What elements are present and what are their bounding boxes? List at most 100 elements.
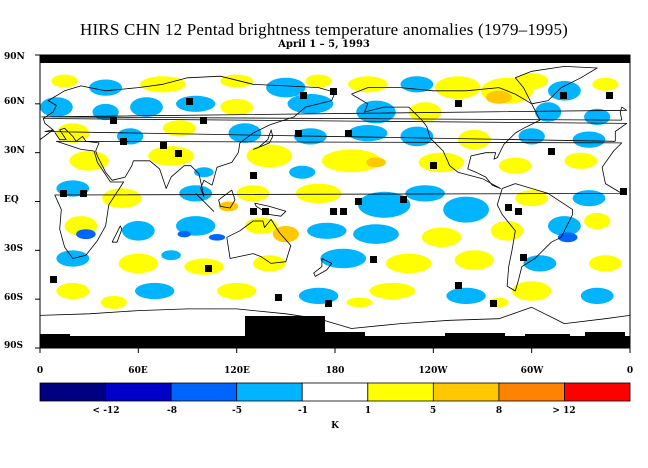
anomaly-region xyxy=(148,146,195,166)
map-subtitle: April 1 – 5, 1993 xyxy=(278,39,370,50)
colorbar-swatch xyxy=(498,382,565,402)
lon-label-180: 180 xyxy=(325,366,345,376)
missing-data-cell xyxy=(325,300,332,307)
coastline xyxy=(54,140,623,259)
missing-data-cell xyxy=(300,92,307,99)
coastline xyxy=(514,66,598,105)
anomaly-region xyxy=(56,282,90,300)
anomaly-region xyxy=(176,216,216,236)
anomaly-region xyxy=(177,230,191,238)
anomaly-region xyxy=(40,97,73,117)
anomaly-region xyxy=(548,216,581,236)
missing-data-cell xyxy=(515,208,522,215)
anomaly-region xyxy=(208,234,226,241)
anomaly-region xyxy=(518,128,545,145)
colorbar-label-m5: -5 xyxy=(232,406,242,416)
missing-data-cell xyxy=(620,188,627,195)
missing-data-cell xyxy=(606,92,613,99)
missing-data-cell xyxy=(505,204,512,211)
lon-label-120w: 120W xyxy=(418,366,448,376)
colorbar-swatch xyxy=(301,382,369,402)
missing-data-block xyxy=(325,332,365,341)
lon-label-0-east: 0 xyxy=(626,366,634,376)
missing-data-cell xyxy=(250,172,257,179)
missing-data-block xyxy=(155,336,195,345)
missing-data-block xyxy=(585,332,625,342)
lat-label-eq: EQ xyxy=(4,195,19,205)
missing-data-cell xyxy=(330,208,337,215)
anomaly-region xyxy=(287,94,334,114)
map-title: HIRS CHN 12 Pentad brightness temperatur… xyxy=(79,20,569,39)
anomaly-region xyxy=(454,250,494,270)
colorbar-swatch xyxy=(105,382,172,402)
anomaly-region xyxy=(435,76,481,99)
anomaly-region xyxy=(307,222,347,239)
missing-band-north xyxy=(40,55,630,63)
anomaly-region xyxy=(592,77,619,91)
anomaly-region xyxy=(305,74,332,88)
anomaly-region xyxy=(421,227,462,248)
lat-label-30s: 30S xyxy=(4,244,24,254)
anomaly-region xyxy=(356,100,396,124)
anomaly-region xyxy=(523,255,557,272)
anomaly-region xyxy=(405,185,445,202)
anomaly-region xyxy=(220,99,254,116)
missing-data-cell xyxy=(430,162,437,169)
missing-data-cell xyxy=(330,88,337,95)
lat-label-90n: 90N xyxy=(4,52,25,62)
missing-data-block xyxy=(40,334,70,342)
anomaly-region xyxy=(385,253,432,274)
anomaly-region xyxy=(443,196,489,223)
coastline xyxy=(313,258,333,277)
missing-data-cell xyxy=(262,208,269,215)
colorbar-swatch xyxy=(236,382,303,402)
missing-data-cell xyxy=(200,117,207,124)
missing-data-block xyxy=(245,316,325,344)
coastline xyxy=(351,87,541,189)
anomaly-region xyxy=(353,224,399,244)
colorbar-swatch xyxy=(564,382,631,402)
missing-data-cell xyxy=(370,256,377,263)
anomaly-region xyxy=(118,253,158,274)
missing-data-cell xyxy=(400,196,407,203)
anomaly-region xyxy=(408,102,442,122)
colorbar-label-m8: -8 xyxy=(167,406,177,416)
anomaly-region xyxy=(515,72,549,90)
missing-data-layer xyxy=(40,55,630,348)
colorbar-swatch xyxy=(432,382,500,402)
lon-label-0: 0 xyxy=(36,366,44,376)
missing-data-cell xyxy=(355,198,362,205)
coastlines xyxy=(40,66,630,329)
anomaly-region xyxy=(572,131,606,148)
missing-data-block xyxy=(355,337,375,342)
missing-data-cell xyxy=(80,190,87,197)
missing-data-cell xyxy=(186,98,193,105)
anomaly-region xyxy=(220,74,254,88)
missing-data-cell xyxy=(340,208,347,215)
colorbar-label-gt-12: > 12 xyxy=(552,406,576,416)
anomaly-region xyxy=(135,282,175,300)
lat-label-90s: 90S xyxy=(4,341,24,351)
colorbar-label-lt-12: < -12 xyxy=(92,406,120,416)
anomaly-region xyxy=(589,255,622,272)
anomaly-region xyxy=(580,287,614,304)
anomaly-region xyxy=(217,282,257,300)
coastline xyxy=(254,202,287,217)
anomaly-region xyxy=(236,185,270,202)
anomaly-region xyxy=(346,297,373,308)
missing-data-cell xyxy=(548,148,555,155)
missing-data-cell xyxy=(455,100,462,107)
anomaly-region xyxy=(244,217,278,234)
lon-label-60e: 60E xyxy=(128,366,148,376)
lat-label-30n: 30N xyxy=(4,146,25,156)
lat-label-60s: 60S xyxy=(4,293,24,303)
coastline xyxy=(496,183,573,292)
anomaly-fill-layer xyxy=(40,72,622,309)
lat-label-60n: 60N xyxy=(4,97,25,107)
missing-data-cell xyxy=(110,117,117,124)
colorbar-swatch xyxy=(170,382,238,402)
missing-data-cell xyxy=(490,300,497,307)
anomaly-region xyxy=(51,74,78,88)
anomaly-region xyxy=(418,152,465,173)
anomaly-region xyxy=(161,250,181,261)
